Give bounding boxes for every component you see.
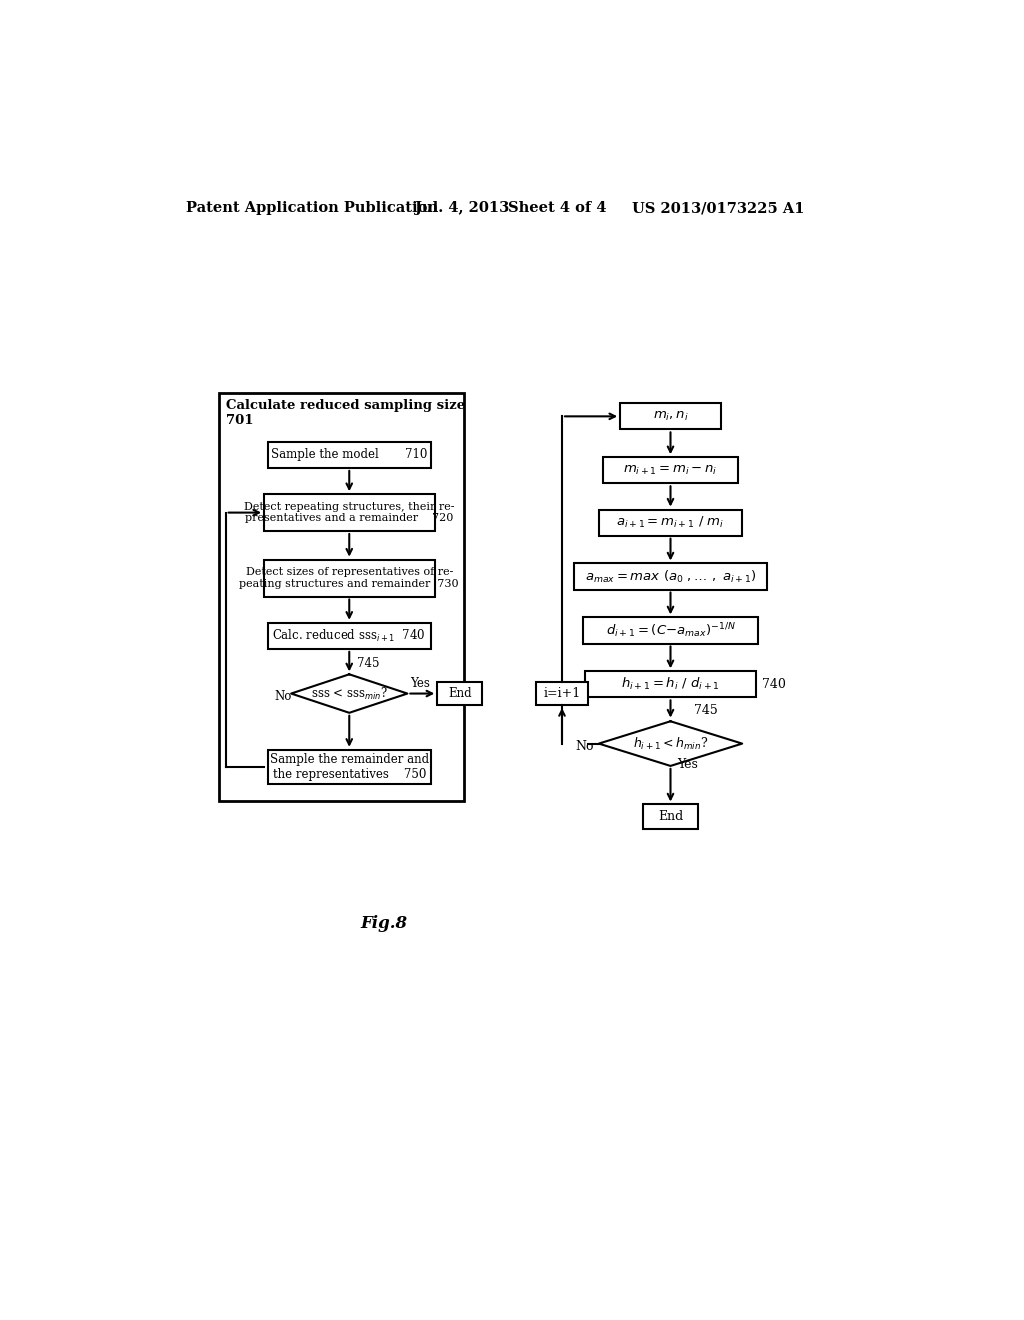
FancyBboxPatch shape [586,671,756,697]
FancyBboxPatch shape [437,682,482,705]
FancyBboxPatch shape [219,393,464,801]
Text: Sample the remainder and
the representatives    750: Sample the remainder and the representat… [269,752,429,780]
Text: Calc. reduced sss$_{i+1}$  740: Calc. reduced sss$_{i+1}$ 740 [272,628,426,644]
FancyBboxPatch shape [643,804,698,829]
FancyBboxPatch shape [268,442,431,469]
FancyBboxPatch shape [621,404,721,429]
Text: Sheet 4 of 4: Sheet 4 of 4 [508,202,606,215]
Text: End: End [657,810,683,824]
Text: Patent Application Publication: Patent Application Publication [186,202,438,215]
Polygon shape [599,721,742,766]
FancyBboxPatch shape [573,564,767,590]
Text: $a_{i+1} = m_{i+1}\ /\ m_i$: $a_{i+1} = m_{i+1}\ /\ m_i$ [616,515,725,531]
FancyBboxPatch shape [268,750,431,784]
Text: Sample the model       710: Sample the model 710 [271,449,427,462]
Text: $a_{max} = max\ (a_0\ ,\ldots\ ,\ a_{i+1})$: $a_{max} = max\ (a_0\ ,\ldots\ ,\ a_{i+1… [585,569,757,585]
Text: sss < sss$_{min}$?: sss < sss$_{min}$? [310,685,388,702]
Text: Calculate reduced sampling size
701: Calculate reduced sampling size 701 [225,400,465,428]
Text: $m_{i+1} = m_i - n_i$: $m_{i+1} = m_i - n_i$ [624,463,718,477]
Text: $h_{i+1} < h_{min}$?: $h_{i+1} < h_{min}$? [633,735,709,751]
Text: Yes: Yes [677,758,697,771]
Text: Fig.8: Fig.8 [360,915,408,932]
FancyBboxPatch shape [264,560,434,597]
Text: Detect repeating structures, their re-
presentatives and a remainder    720: Detect repeating structures, their re- p… [244,502,455,524]
FancyBboxPatch shape [599,510,742,536]
Text: 745: 745 [693,705,718,717]
Text: i=i+1: i=i+1 [544,686,581,700]
Text: Jul. 4, 2013: Jul. 4, 2013 [415,202,509,215]
Text: 745: 745 [357,656,380,669]
Text: End: End [447,686,471,700]
Text: 740: 740 [762,677,785,690]
Text: US 2013/0173225 A1: US 2013/0173225 A1 [632,202,804,215]
Text: $h_{i+1} = h_i\ /\ d_{i+1}$: $h_{i+1} = h_i\ /\ d_{i+1}$ [622,676,720,693]
FancyBboxPatch shape [536,682,589,705]
FancyBboxPatch shape [264,494,434,531]
Text: Detect sizes of representatives of re-
peating structures and remainder  730: Detect sizes of representatives of re- p… [240,568,459,589]
FancyBboxPatch shape [268,623,431,649]
Text: No: No [575,739,594,752]
FancyBboxPatch shape [584,618,758,644]
Text: $m_i,n_i$: $m_i,n_i$ [652,409,688,422]
FancyBboxPatch shape [603,457,738,483]
Polygon shape [291,675,408,713]
Text: No: No [274,690,292,702]
Text: $d_{i+1} = (C{-}a_{max})^{-1/N}$: $d_{i+1} = (C{-}a_{max})^{-1/N}$ [605,622,735,640]
Text: Yes: Yes [410,677,430,690]
